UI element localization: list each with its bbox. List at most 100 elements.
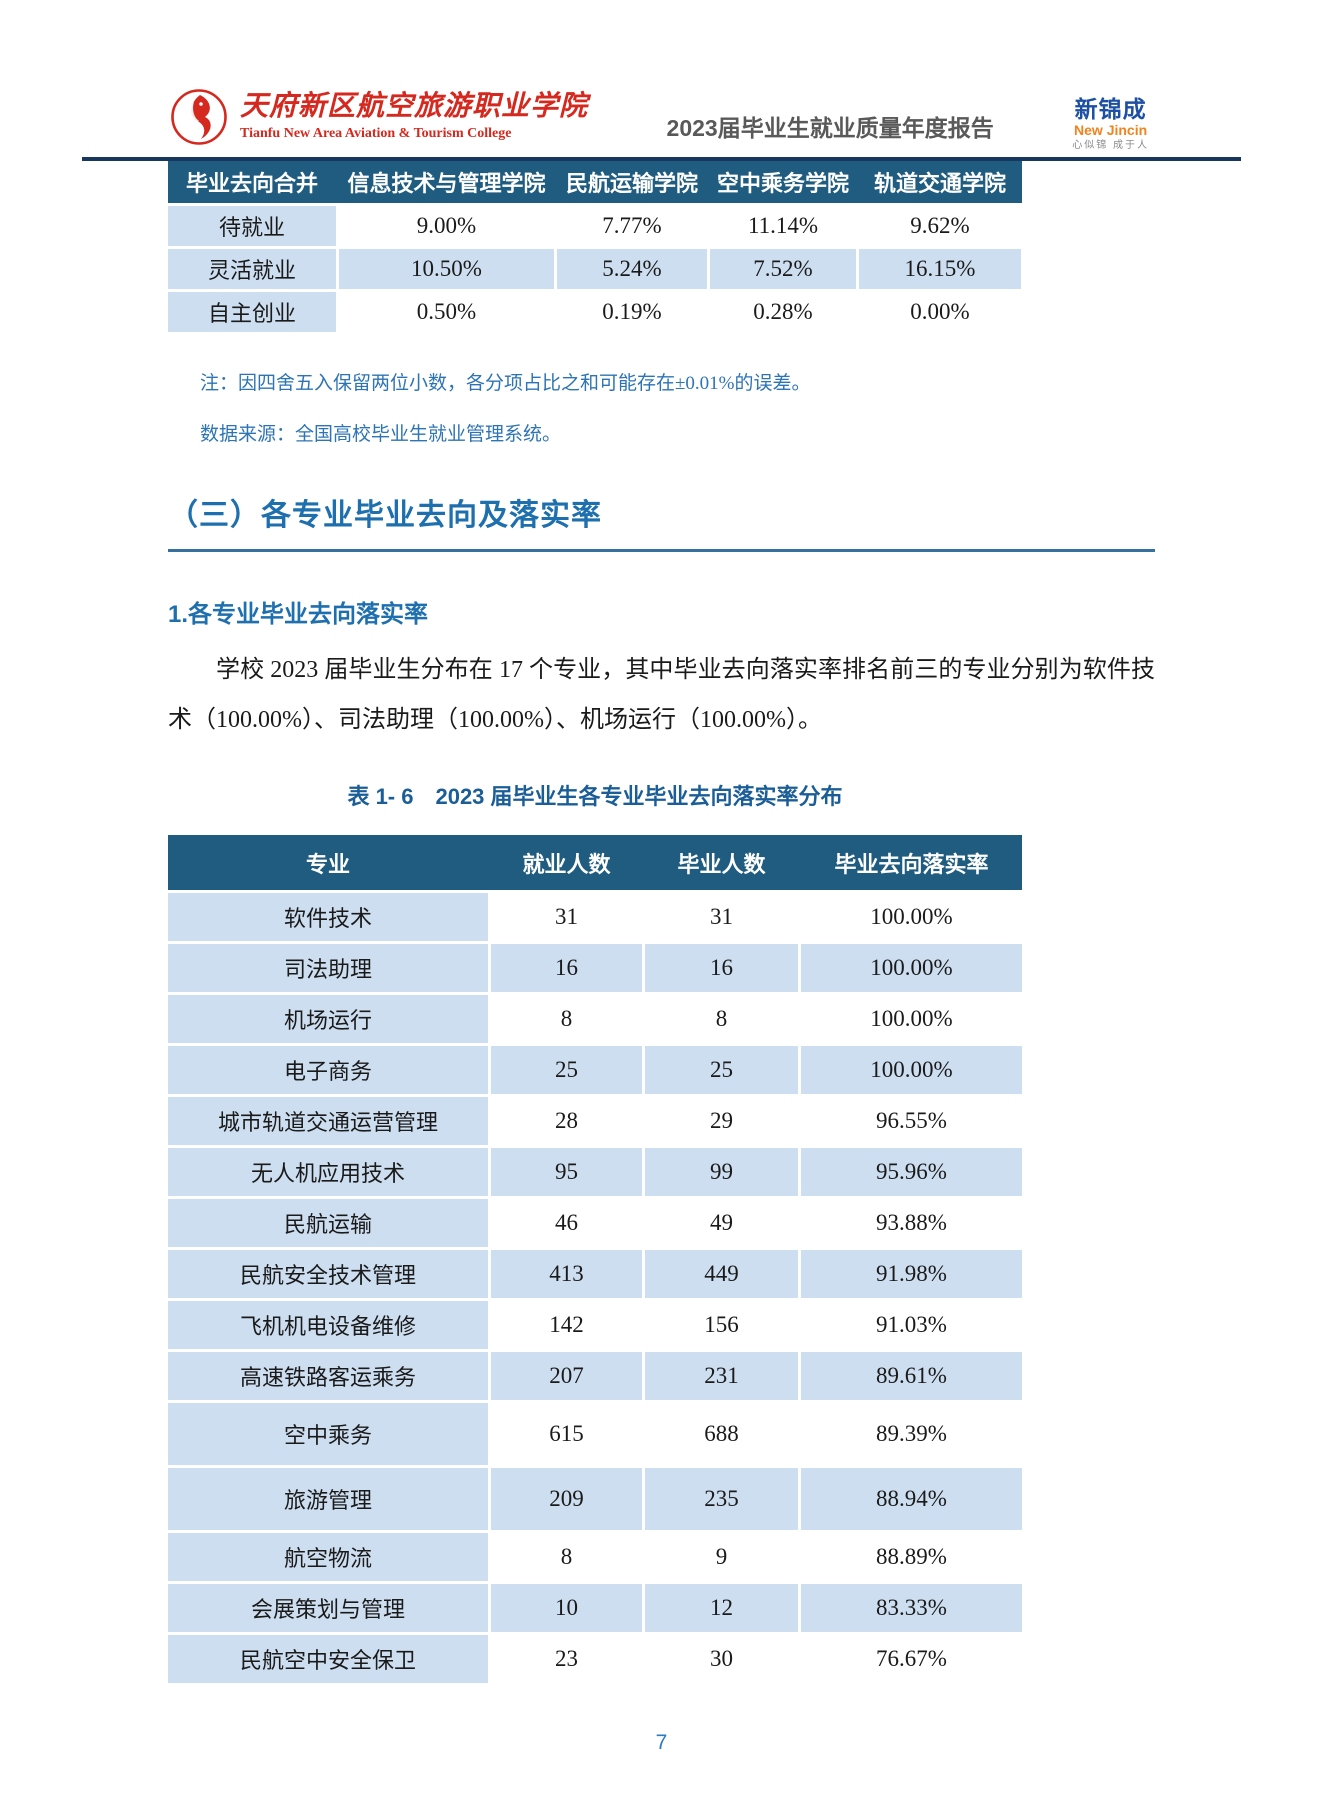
table-row: 灵活就业 10.50% 5.24% 7.52% 16.15% xyxy=(168,249,1022,290)
column-header: 毕业去向合并 xyxy=(185,171,318,197)
table-row: 电子商务 25 25 100.00% xyxy=(168,1046,1022,1095)
publisher-logo-subtext: New Jincin xyxy=(1074,122,1148,139)
table-cell: 8 xyxy=(491,995,642,1044)
page-number: 7 xyxy=(655,1731,668,1754)
college-name-en: Tianfu New Area Aviation & Tourism Colle… xyxy=(240,125,512,141)
page-content: 毕业去向合并 信息技术与管理学院 民航运输学院 空中乘务学院 轨道交通学院 待就… xyxy=(0,161,1323,1684)
table-cell: 83.33% xyxy=(801,1584,1022,1633)
table-cell: 95 xyxy=(491,1148,642,1197)
table-cell: 16 xyxy=(645,944,798,993)
row-label-cell: 电子商务 xyxy=(168,1046,488,1095)
row-label-cell: 城市轨道交通运营管理 xyxy=(168,1097,488,1146)
table-cell: 25 xyxy=(645,1046,798,1095)
column-header: 就业人数 xyxy=(522,851,611,877)
row-label-cell: 自主创业 xyxy=(168,292,336,333)
table-cell: 96.55% xyxy=(801,1097,1022,1146)
page-header: 天府新区航空旅游职业学院 Tianfu New Area Aviation & … xyxy=(82,0,1241,162)
table-row: 机场运行 8 8 100.00% xyxy=(168,995,1022,1044)
table-cell: 100.00% xyxy=(801,995,1022,1044)
table-row: 民航运输 46 49 93.88% xyxy=(168,1199,1022,1248)
table-cell: 12 xyxy=(645,1584,798,1633)
table-row: 航空物流 8 9 88.89% xyxy=(168,1533,1022,1582)
table-row: 旅游管理 209 235 88.94% xyxy=(168,1468,1022,1531)
table-cell: 91.98% xyxy=(801,1250,1022,1299)
table-cell: 142 xyxy=(491,1301,642,1350)
data-source-note: 数据来源：全国高校毕业生就业管理系统。 xyxy=(200,424,562,446)
section-heading: （三）各专业毕业去向及落实率 xyxy=(168,490,1155,553)
table-cell: 0.19% xyxy=(557,292,707,333)
publisher-slogan: 心似锦 成于人 xyxy=(1072,139,1149,151)
publisher-brand: 新锦成 New Jincin 心似锦 成于人 xyxy=(1072,82,1149,151)
table-cell: 46 xyxy=(491,1199,642,1248)
table-cell: 9.00% xyxy=(339,206,554,247)
table-cell: 449 xyxy=(645,1250,798,1299)
table-row: 空中乘务 615 688 89.39% xyxy=(168,1403,1022,1466)
table-cell: 8 xyxy=(645,995,798,1044)
table-row: 软件技术 31 31 100.00% xyxy=(168,893,1022,942)
table-cell: 49 xyxy=(645,1199,798,1248)
phoenix-icon xyxy=(171,88,227,145)
college-name-block: 天府新区航空旅游职业学院 Tianfu New Area Aviation & … xyxy=(240,91,588,141)
column-header: 信息技术与管理学院 xyxy=(347,171,546,197)
table-cell: 16 xyxy=(491,944,642,993)
row-label-cell: 软件技术 xyxy=(168,893,488,942)
table-cell: 88.94% xyxy=(801,1468,1022,1531)
table-row: 飞机机电设备维修 142 156 91.03% xyxy=(168,1301,1022,1350)
table-cell: 0.28% xyxy=(710,292,856,333)
row-label-cell: 空中乘务 xyxy=(168,1403,488,1466)
college-brand: 天府新区航空旅游职业学院 Tianfu New Area Aviation & … xyxy=(170,88,588,146)
table-cell: 7.52% xyxy=(710,249,856,290)
table-cell: 25 xyxy=(491,1046,642,1095)
table-row: 民航安全技术管理 413 449 91.98% xyxy=(168,1250,1022,1299)
table-cell: 31 xyxy=(645,893,798,942)
column-header: 专业 xyxy=(305,851,350,877)
table-row: 高速铁路客运乘务 207 231 89.61% xyxy=(168,1352,1022,1401)
table-cell: 156 xyxy=(645,1301,798,1350)
table-cell: 8 xyxy=(491,1533,642,1582)
table-cell: 5.24% xyxy=(557,249,707,290)
table-cell: 100.00% xyxy=(801,944,1022,993)
table-cell: 91.03% xyxy=(801,1301,1022,1350)
table-cell: 28 xyxy=(491,1097,642,1146)
row-label-cell: 灵活就业 xyxy=(168,249,336,290)
table-body: 软件技术 31 31 100.00% 司法助理 16 16 100.00% 机场… xyxy=(168,893,1022,1684)
destination-by-college-table: 毕业去向合并 信息技术与管理学院 民航运输学院 空中乘务学院 轨道交通学院 待就… xyxy=(168,161,1022,333)
table-cell: 207 xyxy=(491,1352,642,1401)
table-cell: 31 xyxy=(491,893,642,942)
table-cell: 688 xyxy=(645,1403,798,1466)
table-header-row: 毕业去向合并 信息技术与管理学院 民航运输学院 空中乘务学院 轨道交通学院 xyxy=(168,161,1022,204)
table-row: 会展策划与管理 10 12 83.33% xyxy=(168,1584,1022,1633)
table-cell: 9 xyxy=(645,1533,798,1582)
row-label-cell: 民航空中安全保卫 xyxy=(168,1635,488,1684)
table-cell: 89.39% xyxy=(801,1403,1022,1466)
row-label-cell: 司法助理 xyxy=(168,944,488,993)
table-cell: 100.00% xyxy=(801,893,1022,942)
column-header: 民航运输学院 xyxy=(565,171,698,197)
column-header: 毕业去向落实率 xyxy=(834,851,989,877)
table-body: 待就业 9.00% 7.77% 11.14% 9.62% 灵活就业 10.50%… xyxy=(168,206,1022,333)
table-row: 城市轨道交通运营管理 28 29 96.55% xyxy=(168,1097,1022,1146)
row-label-cell: 会展策划与管理 xyxy=(168,1584,488,1633)
table-row: 民航空中安全保卫 23 30 76.67% xyxy=(168,1635,1022,1684)
row-label-cell: 机场运行 xyxy=(168,995,488,1044)
table-cell: 89.61% xyxy=(801,1352,1022,1401)
row-label-cell: 待就业 xyxy=(168,206,336,247)
table-cell: 93.88% xyxy=(801,1199,1022,1248)
table-cell: 30 xyxy=(645,1635,798,1684)
row-label-cell: 无人机应用技术 xyxy=(168,1148,488,1197)
table-row: 无人机应用技术 95 99 95.96% xyxy=(168,1148,1022,1197)
column-header: 轨道交通学院 xyxy=(873,171,1006,197)
publisher-logo-text: 新锦成 xyxy=(1074,96,1147,122)
table-cell: 9.62% xyxy=(859,206,1021,247)
row-label-cell: 旅游管理 xyxy=(168,1468,488,1531)
table-cell: 88.89% xyxy=(801,1533,1022,1582)
row-label-cell: 民航运输 xyxy=(168,1199,488,1248)
table-cell: 209 xyxy=(491,1468,642,1531)
row-label-cell: 飞机机电设备维修 xyxy=(168,1301,488,1350)
table-cell: 235 xyxy=(645,1468,798,1531)
report-title: 2023届毕业生就业质量年度报告 xyxy=(666,114,994,141)
table-cell: 100.00% xyxy=(801,1046,1022,1095)
table-cell: 10.50% xyxy=(339,249,554,290)
table-row: 自主创业 0.50% 0.19% 0.28% 0.00% xyxy=(168,292,1022,333)
table-row: 待就业 9.00% 7.77% 11.14% 9.62% xyxy=(168,206,1022,247)
